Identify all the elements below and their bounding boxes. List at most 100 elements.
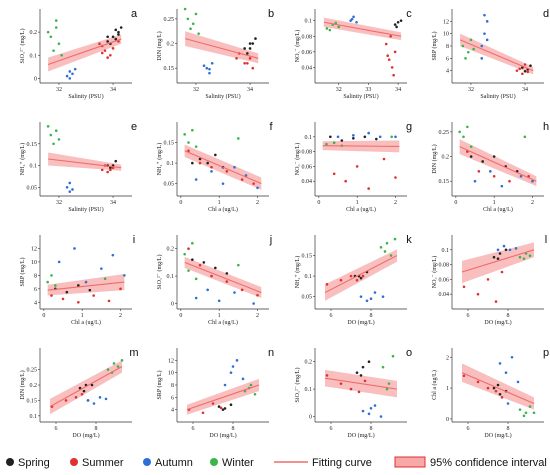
y-tick-label: 2 [446, 355, 449, 361]
fit-line [184, 150, 262, 185]
point-autumn [194, 296, 198, 300]
x-axis-label: Chl a (ug/L) [208, 319, 238, 326]
y-tick-label: 0.05 [164, 182, 175, 188]
point-summer [50, 294, 53, 297]
y-tick-label: 0.1 [305, 135, 313, 141]
point-autumn [210, 170, 213, 173]
confidence-band [47, 274, 125, 296]
point-spring [191, 258, 194, 261]
x-tick-label: 6 [467, 426, 470, 432]
point-spring [225, 272, 229, 275]
point-winter [103, 277, 107, 281]
x-tick-label: 34 [110, 200, 116, 206]
point-autumn [355, 20, 358, 24]
panel-letter: l [545, 234, 547, 246]
point-autumn [241, 377, 245, 381]
panel-letter: m [129, 347, 138, 359]
point-autumn [496, 248, 500, 252]
x-tick-label: 2 [531, 200, 534, 206]
point-summer [349, 387, 353, 391]
point-spring [117, 30, 120, 34]
point-autumn [217, 299, 221, 303]
point-spring [198, 157, 202, 161]
panel-h: 0 1 2 0.15 0.2 0.25 Chl a (ug/L) DIN (mg/L) h [431, 121, 549, 213]
confidence-band [185, 31, 259, 64]
point-spring [492, 386, 496, 390]
point-summer [325, 374, 329, 377]
point-spring [399, 19, 403, 22]
point-spring [363, 135, 367, 139]
panel-letter: b [268, 8, 274, 20]
point-summer [100, 51, 104, 55]
y-tick-label: 0 [309, 415, 312, 421]
point-winter [466, 50, 470, 54]
point-winter [194, 277, 198, 281]
point-autumn [71, 72, 74, 76]
point-summer [339, 382, 343, 385]
point-winter [528, 405, 532, 408]
x-tick-label: 1 [218, 313, 221, 319]
panel-f: 0 1 2 0.05 0.1 0.15 Chl a (ug/L) NH₄⁺ (mg/L) f [156, 121, 273, 213]
point-autumn [68, 181, 72, 185]
point-spring [367, 360, 371, 364]
point-summer [187, 247, 190, 251]
y-tick-label: 0.1 [305, 387, 313, 393]
y-tick-label: 12 [31, 246, 37, 252]
point-summer [355, 278, 359, 282]
point-autumn [394, 135, 397, 139]
point-autumn [73, 247, 76, 250]
x-tick-label: 34 [247, 87, 253, 93]
point-autumn [86, 399, 90, 402]
point-winter [54, 129, 58, 133]
point-winter [120, 359, 124, 362]
point-winter [60, 53, 63, 57]
y-tick-label: 0.05 [302, 295, 313, 301]
point-spring [496, 257, 500, 260]
point-winter [50, 274, 53, 277]
point-spring [393, 23, 397, 26]
legend-label-ci: 95% confidence interval [430, 457, 547, 469]
point-summer [332, 172, 336, 176]
x-tick-label: 8 [370, 426, 373, 432]
legend-marker-winter [210, 458, 218, 466]
point-summer [349, 274, 353, 278]
point-summer [106, 170, 109, 174]
y-tick-label: 12 [443, 19, 449, 25]
point-autumn [489, 170, 492, 173]
y-axis-label: NO₃⁻ (mg/L) [294, 143, 301, 175]
y-axis-label: SRP (mg/L) [431, 32, 438, 61]
point-summer [246, 61, 249, 65]
panel-n: 6 8 4 6 8 10 12 DO (mg/L) SRP (mg/L) n [156, 347, 274, 439]
point-spring [88, 288, 92, 292]
point-autumn [473, 179, 477, 183]
point-summer [100, 168, 104, 172]
y-tick-label: 0.25 [164, 17, 175, 23]
panel-letter: i [133, 234, 135, 246]
point-summer [384, 42, 388, 46]
point-summer [521, 72, 524, 76]
point-spring [352, 136, 355, 140]
point-autumn [123, 274, 126, 277]
point-winter [112, 362, 116, 365]
fit-line [47, 281, 125, 291]
point-summer [389, 34, 392, 38]
y-tick-label: 8 [34, 273, 37, 279]
point-spring [498, 392, 502, 396]
x-axis-label: DO (mg/L) [347, 319, 374, 326]
point-summer [225, 170, 229, 173]
point-summer [256, 293, 259, 297]
confidence-band [50, 360, 122, 415]
point-summer [198, 263, 202, 267]
y-tick-label: 10 [443, 32, 449, 38]
legend-label-autumn: Autumn [155, 457, 193, 469]
point-autumn [367, 412, 371, 416]
point-winter [464, 57, 467, 60]
point-spring [498, 252, 502, 255]
point-autumn [373, 404, 377, 407]
point-autumn [369, 406, 373, 410]
point-autumn [210, 61, 214, 65]
point-summer [77, 300, 80, 304]
point-summer [111, 47, 115, 50]
x-tick-label: 1 [356, 200, 359, 206]
x-axis-label: DO (mg/L) [484, 319, 511, 326]
